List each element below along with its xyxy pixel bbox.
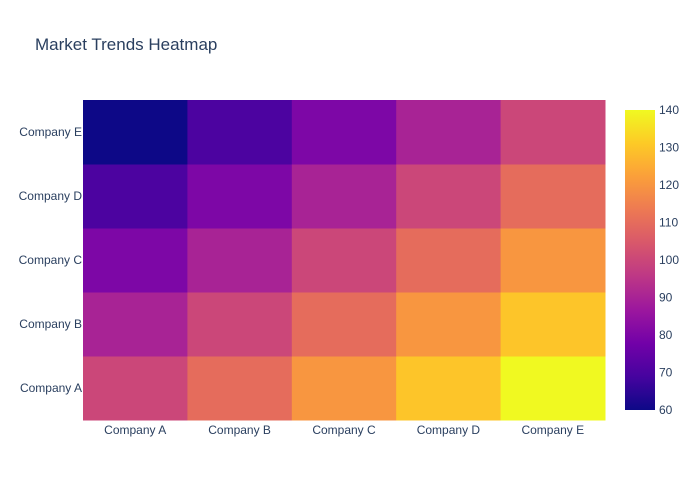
heatmap-cell — [396, 228, 502, 293]
heatmap-cell — [187, 356, 293, 421]
colorbar-tick-label: 80 — [659, 328, 673, 342]
colorbar-tick-label: 70 — [659, 366, 673, 380]
x-axis-ticks: Company A Company B Company C Company D Comp… — [104, 423, 584, 437]
heatmap-cell — [83, 164, 188, 229]
x-tick-label: Company C — [312, 423, 376, 437]
heatmap-cell — [291, 292, 397, 357]
x-tick-label: Company D — [417, 423, 481, 437]
y-tick-label: Company D — [19, 189, 83, 203]
heatmap-cell — [396, 356, 502, 421]
colorbar-tick-label: 140 — [659, 103, 679, 117]
heatmap-cell — [291, 228, 397, 293]
colorbar: 60 70 80 90 100 110 120 130 140 — [625, 103, 679, 417]
heatmap-cell — [500, 100, 606, 165]
heatmap-cell — [83, 100, 188, 165]
heatmap-cell — [500, 228, 606, 293]
heatmap-cell — [396, 100, 502, 165]
chart-title: Market Trends Heatmap — [35, 35, 217, 54]
heatmap-cell — [396, 292, 502, 357]
y-axis-ticks: Company A Company B Company C Company D Comp… — [19, 125, 83, 395]
heatmap-cell — [187, 292, 293, 357]
heatmap-cell — [291, 356, 397, 421]
colorbar-gradient — [625, 110, 655, 410]
heatmap-cell — [187, 164, 293, 229]
heatmap-cell — [291, 100, 397, 165]
heatmap-cell — [83, 356, 188, 421]
heatmap-cell — [291, 164, 397, 229]
colorbar-tick-label: 110 — [659, 216, 678, 230]
heatmap-cell — [396, 164, 502, 229]
y-tick-label: Company E — [19, 125, 82, 139]
heatmap-cell — [500, 164, 606, 229]
colorbar-tick-label: 100 — [659, 253, 679, 267]
colorbar-tick-label: 130 — [659, 141, 679, 155]
heatmap-cell — [83, 292, 188, 357]
heatmap-cell — [500, 356, 606, 421]
heatmap-cell — [187, 100, 293, 165]
x-tick-label: Company A — [104, 423, 166, 437]
colorbar-tick-label: 90 — [659, 291, 673, 305]
heatmap-cells — [83, 100, 606, 421]
y-tick-label: Company A — [20, 381, 82, 395]
colorbar-tick-label: 60 — [659, 403, 673, 417]
colorbar-tick-label: 120 — [659, 178, 679, 192]
colorbar-ticks: 60 70 80 90 100 110 120 130 140 — [659, 103, 679, 417]
y-tick-label: Company C — [19, 253, 83, 267]
x-tick-label: Company B — [208, 423, 271, 437]
heatmap-cell — [83, 228, 188, 293]
heatmap-cell — [500, 292, 606, 357]
heatmap-cell — [187, 228, 293, 293]
y-tick-label: Company B — [19, 317, 82, 331]
x-tick-label: Company E — [521, 423, 584, 437]
